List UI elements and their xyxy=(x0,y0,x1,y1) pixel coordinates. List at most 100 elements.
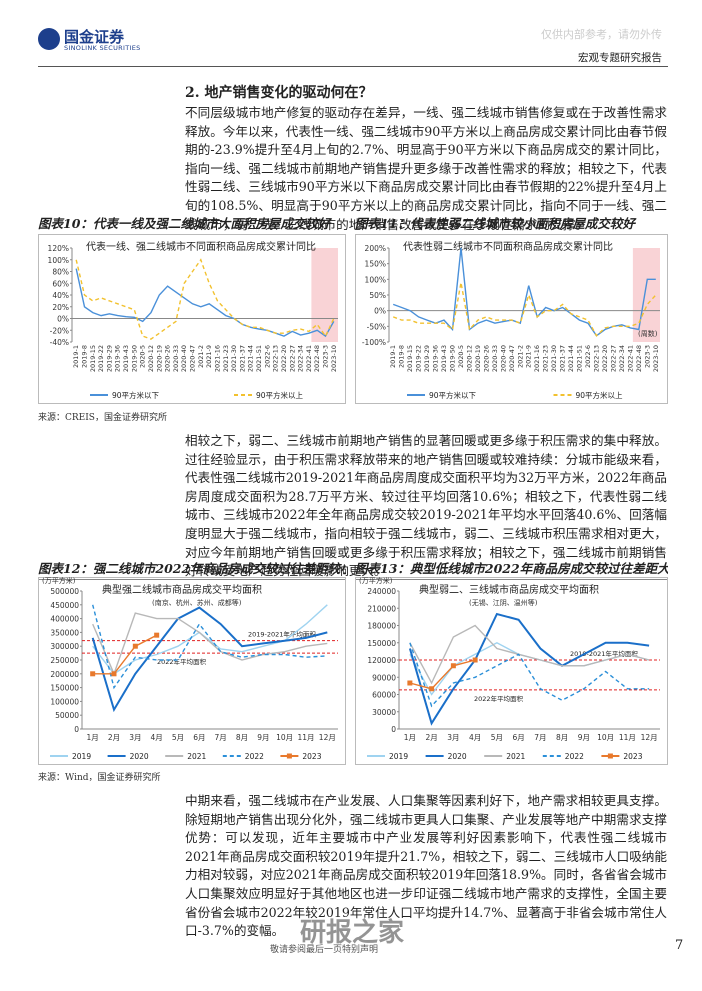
figure-title: 图表10：代表一线及强二线城市大面积房屋成交较好 xyxy=(38,213,346,235)
logo-cn: 国金证券 xyxy=(64,28,125,46)
x-tick-label: 11月 xyxy=(619,733,636,742)
x-tick-label: 2020-26 xyxy=(164,345,172,372)
x-tick-label: 6月 xyxy=(193,733,205,742)
x-tick-label: 2020-5 xyxy=(457,345,465,368)
series-line xyxy=(75,258,335,340)
x-tick-label: 2019-36 xyxy=(432,345,440,372)
x-tick-label: 1月 xyxy=(87,733,99,742)
x-tick-label: 2022-34 xyxy=(618,345,626,372)
x-tick-label: 2021-30 xyxy=(550,345,558,372)
x-tick-label: 2020-19 xyxy=(155,345,163,372)
legend-label: 2021 xyxy=(506,752,525,761)
x-tick-label: 2022-27 xyxy=(609,345,617,372)
x-tick-label: 2022-27 xyxy=(288,345,296,372)
y-tick-label: 120000 xyxy=(367,656,396,665)
x-tick-label: 2022-41 xyxy=(626,345,634,372)
header-rule xyxy=(38,66,668,67)
chart: 代表性弱二线城市不同面积商品房成交累计同比 (周数) -100% -50% 0% 50% 1… xyxy=(355,234,668,404)
y-tick-label: 180000 xyxy=(367,622,396,631)
x-tick-label: 2019-1 xyxy=(389,345,397,368)
y-tick-label: 0 xyxy=(391,725,396,734)
figure-title: 图表12：强二线城市2022年商品房成交较过往差距较小 xyxy=(38,558,346,580)
notice: 仅供内部参考，请勿外传 xyxy=(541,28,662,41)
y-tick-label: 30000 xyxy=(372,708,396,717)
legend-label: 90平方米以上 xyxy=(256,390,304,400)
y-tick-label: -50% xyxy=(367,322,386,331)
x-tick-label: 3月 xyxy=(447,733,459,742)
x-tick-label: 2021-44 xyxy=(247,345,255,372)
x-tick-label: 2020-12 xyxy=(147,345,155,372)
x-tick-label: 2月 xyxy=(108,733,120,742)
x-tick-label: 2019-22 xyxy=(97,345,105,372)
x-tick-label: 2022-6 xyxy=(584,345,592,368)
x-tick-label: 9月 xyxy=(257,733,269,742)
legend-label: 2023 xyxy=(623,752,642,761)
x-tick-label: 8月 xyxy=(556,733,568,742)
x-tick-label: 10月 xyxy=(597,733,614,742)
legend-label: 2020 xyxy=(448,752,467,761)
y-tick-label: 240000 xyxy=(367,587,396,596)
x-tick-label: 2019-1 xyxy=(72,345,80,368)
x-tick-label: 2021-51 xyxy=(255,345,263,372)
legend-label: 90平方米以下 xyxy=(429,390,477,400)
x-tick-label: 2022-34 xyxy=(297,345,305,372)
x-tick-label: 2021-16 xyxy=(533,345,541,372)
x-tick-label: 2019-29 xyxy=(423,345,431,372)
point xyxy=(472,657,478,663)
source: 来源：CREIS，国金证券研究所 xyxy=(38,413,167,423)
series-line xyxy=(92,604,328,690)
y-tick-label: -100% xyxy=(362,338,386,347)
x-tick-label: 2021-30 xyxy=(230,345,238,372)
legend-label: 2022 xyxy=(245,752,264,761)
x-tick-label: 2019-50 xyxy=(449,345,457,372)
x-tick-label: 2019-15 xyxy=(89,345,97,372)
x-tick-label: 2022-20 xyxy=(601,345,609,372)
reference-label: 2022年平均面积 xyxy=(474,694,524,703)
y-tick-label: 150000 xyxy=(367,639,396,648)
x-tick-label: 2021-9 xyxy=(205,345,213,368)
section-title: 2. 地产销售变化的驱动何在？ xyxy=(185,85,373,101)
y-tick-label: 100% xyxy=(48,256,69,265)
x-tick-label: 2022-41 xyxy=(305,345,313,372)
figure-title: 图表13：典型低线城市2022年商品房成交较过往差距大 xyxy=(355,558,668,580)
y-tick-label: 100% xyxy=(365,275,386,284)
series-line xyxy=(392,282,657,337)
x-tick-label: 2019-36 xyxy=(114,345,122,372)
series-line xyxy=(91,606,328,713)
x-tick-label: 2021-9 xyxy=(525,345,533,368)
x-tick-label: 2020-33 xyxy=(172,345,180,372)
logo-en: SINOLINK SECURITIES xyxy=(64,44,141,52)
y-tick-label: 210000 xyxy=(367,604,396,613)
reference-label: 2022年平均面积 xyxy=(157,657,207,666)
legend-label: 2020 xyxy=(130,752,149,761)
unit: (万平方米) xyxy=(42,577,76,585)
figure-title: 图表11：代表性弱二线城市较小面积房屋成交较好 xyxy=(355,213,668,235)
x-tick-label: 2019-50 xyxy=(130,345,138,372)
y-tick-label: -20% xyxy=(50,326,69,335)
paragraph: 中期来看，强二线城市在产业发展、人口集聚等因素利好下，地产需求相较更具支撑。除短… xyxy=(185,793,667,939)
x-tick-label: 2019-22 xyxy=(415,345,423,372)
x-tick-label: 4月 xyxy=(469,733,481,742)
x-tick-label: 2020-19 xyxy=(474,345,482,372)
x-tick-label: 2021-16 xyxy=(213,345,221,372)
y-tick-label: 50% xyxy=(369,291,386,300)
x-tick-label: 2021-2 xyxy=(516,345,524,368)
series-line xyxy=(75,268,335,338)
series-line xyxy=(92,634,158,675)
x-tick-label: 7月 xyxy=(534,733,546,742)
x-tick-label: 2021-51 xyxy=(576,345,584,372)
y-tick-label: 80% xyxy=(52,268,69,277)
y-tick-label: 200% xyxy=(365,244,386,253)
y-tick-label: 350000 xyxy=(50,628,79,637)
x-tick-label: 2月 xyxy=(425,733,437,742)
chart-frame xyxy=(355,234,668,404)
legend-label: 2022 xyxy=(565,752,584,761)
legend-marker xyxy=(607,753,613,759)
highlight xyxy=(311,248,338,342)
x-tick-label: 2020-47 xyxy=(189,345,197,372)
x-tick-label: 2023-10 xyxy=(330,345,338,372)
paragraph: 不同层级城市地产修复的驱动存在差异，一线、强二线城市销售修复或在于改善性需求释放… xyxy=(185,105,667,232)
series-line xyxy=(408,612,650,726)
x-tick-label: 2022-6 xyxy=(263,345,271,368)
x-tick-label: 11月 xyxy=(297,733,314,742)
